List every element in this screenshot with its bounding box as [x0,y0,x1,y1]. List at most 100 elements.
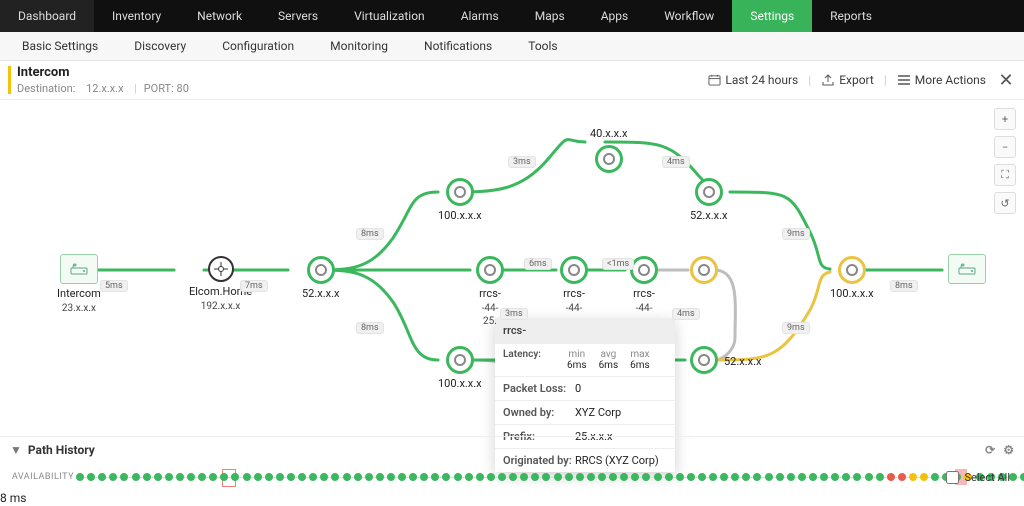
history-dot[interactable] [531,473,539,481]
node-ep-dst[interactable] [948,254,986,284]
history-dot[interactable] [887,473,895,481]
node-rrcs3[interactable]: rrcs--44- [630,256,658,314]
node-n100b[interactable]: 100.x.x.x [438,346,482,391]
nav-tab-virtualization[interactable]: Virtualization [336,0,443,32]
history-dot[interactable] [542,473,550,481]
node-n52c[interactable]: 52.x.x.x [690,346,718,374]
history-dot[interactable] [554,473,562,481]
subnav-basic-settings[interactable]: Basic Settings [4,39,116,53]
nav-tab-inventory[interactable]: Inventory [94,0,179,32]
history-dot[interactable] [842,473,850,481]
history-dot[interactable] [331,473,339,481]
history-dot[interactable] [98,473,106,481]
nav-tab-apps[interactable]: Apps [583,0,647,32]
topology-canvas[interactable]: + − ⛶ ↺ rrcs- Latency: min6ms avg6ms max… [0,100,1024,436]
history-dot[interactable] [898,473,906,481]
history-dot[interactable] [387,473,395,481]
select-all-checkbox[interactable]: Select All [946,471,1010,484]
history-dot[interactable] [365,473,373,481]
history-dot[interactable] [320,473,328,481]
history-dot[interactable] [687,473,695,481]
history-dot[interactable] [587,473,595,481]
history-dot[interactable] [1020,473,1024,481]
history-dot[interactable] [520,473,528,481]
time-range-picker[interactable]: Last 24 hours [707,73,798,87]
nav-tab-dashboard[interactable]: Dashboard [0,0,94,32]
history-dot[interactable] [132,473,140,481]
history-dot[interactable] [254,473,262,481]
close-button[interactable]: ✕ [996,70,1016,90]
history-dot[interactable] [487,473,495,481]
history-dot[interactable] [87,473,95,481]
history-dot[interactable] [598,473,606,481]
refresh-icon[interactable]: ⟳ [985,443,995,457]
history-dot[interactable] [731,473,739,481]
nav-tab-network[interactable]: Network [179,0,260,32]
history-dot[interactable] [698,473,706,481]
history-dot[interactable] [165,473,173,481]
history-dot[interactable] [665,473,673,481]
node-n52a[interactable]: 52.x.x.x [302,256,339,301]
history-dot[interactable] [1009,473,1017,481]
history-dot[interactable] [642,473,650,481]
history-dot[interactable] [709,473,717,481]
history-dot[interactable] [565,473,573,481]
zoom-out-button[interactable]: − [994,136,1016,158]
history-dot[interactable] [620,473,628,481]
history-dot[interactable] [209,473,217,481]
history-dot[interactable] [753,473,761,481]
nav-tab-settings[interactable]: Settings [732,0,812,32]
history-dot[interactable] [820,473,828,481]
history-dot[interactable] [576,473,584,481]
history-dot[interactable] [920,473,928,481]
history-dot[interactable] [931,473,939,481]
history-dot[interactable] [909,473,917,481]
history-dot[interactable] [509,473,517,481]
history-dot[interactable] [498,473,506,481]
nav-tab-reports[interactable]: Reports [812,0,890,32]
subnav-configuration[interactable]: Configuration [204,39,312,53]
history-dot[interactable] [865,473,873,481]
history-dot[interactable] [276,473,284,481]
history-dot[interactable] [187,473,195,481]
fullscreen-button[interactable]: ⛶ [994,164,1016,186]
subnav-tools[interactable]: Tools [510,39,575,53]
history-dot[interactable] [776,473,784,481]
history-dot[interactable] [198,473,206,481]
history-dot[interactable] [176,473,184,481]
history-dot[interactable] [742,473,750,481]
select-all-input[interactable] [946,471,959,484]
node-ep-src[interactable]: Intercom23.x.x.x [57,254,101,314]
history-dot[interactable] [831,473,839,481]
more-actions-button[interactable]: More Actions [897,73,986,87]
history-dot[interactable] [809,473,817,481]
history-dot[interactable] [287,473,295,481]
node-n100a[interactable]: 100.x.x.x [438,178,482,223]
availability-timeline[interactable] [80,471,1024,483]
history-dot[interactable] [798,473,806,481]
history-dot[interactable] [343,473,351,481]
node-n100c[interactable]: 100.x.x.x [830,256,874,301]
history-dot[interactable] [231,473,239,481]
history-dot[interactable] [787,473,795,481]
nav-tab-servers[interactable]: Servers [260,0,336,32]
history-dot[interactable] [853,473,861,481]
node-n52b[interactable]: 52.x.x.x [690,178,727,223]
node-n40[interactable]: 40.x.x.x [590,128,627,173]
subnav-discovery[interactable]: Discovery [116,39,204,53]
path-history-header[interactable]: ▼ Path History ⟳ ⚙ [0,437,1024,463]
history-dot[interactable] [154,473,162,481]
node-hub[interactable] [690,256,718,284]
history-dot[interactable] [309,473,317,481]
history-dot[interactable] [298,473,306,481]
subnav-monitoring[interactable]: Monitoring [312,39,406,53]
history-dot[interactable] [143,473,151,481]
history-dot[interactable] [765,473,773,481]
reset-view-button[interactable]: ↺ [994,192,1016,214]
history-dot[interactable] [398,473,406,481]
subnav-notifications[interactable]: Notifications [406,39,510,53]
nav-tab-maps[interactable]: Maps [517,0,583,32]
history-dot[interactable] [609,473,617,481]
settings-icon[interactable]: ⚙ [1003,443,1014,457]
history-dot[interactable] [454,473,462,481]
